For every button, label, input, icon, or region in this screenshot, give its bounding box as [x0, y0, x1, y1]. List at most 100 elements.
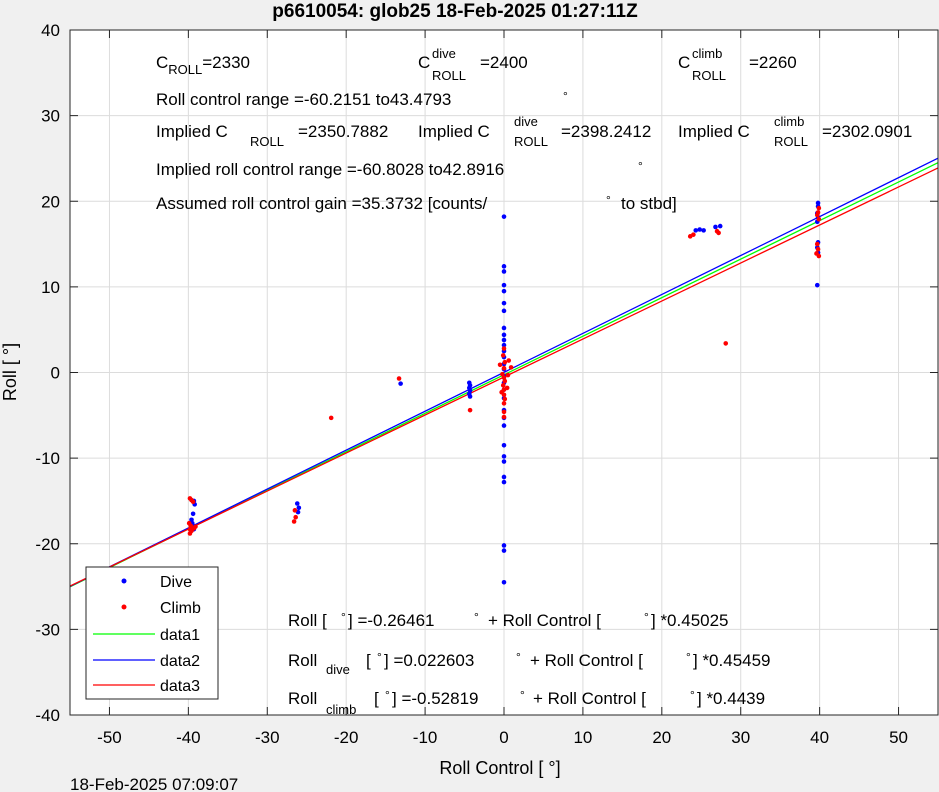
y-axis-label: Roll [ °]: [0, 343, 20, 401]
legend-climb-marker: [121, 604, 127, 610]
point-climb: [500, 371, 505, 377]
point-climb: [504, 385, 510, 391]
x-tick-label: 10: [573, 728, 592, 747]
point-dive: [467, 388, 473, 393]
point-climb: [188, 523, 194, 529]
point-dive: [501, 342, 507, 348]
legend-dive-marker: [121, 578, 127, 584]
degree-symbol: °: [377, 650, 382, 664]
point-dive: [501, 442, 507, 448]
fit-equation-dive-d: + Roll Control [: [530, 651, 643, 670]
legend-climb-label: Climb: [160, 600, 201, 617]
y-tick-label: -40: [35, 706, 60, 725]
y-tick-label: 0: [51, 364, 60, 383]
point-dive: [398, 381, 403, 386]
point-dive: [501, 474, 507, 480]
x-tick-label: 40: [810, 728, 829, 747]
point-dive: [294, 501, 300, 506]
y-tick-label: -30: [35, 620, 60, 639]
implied-c-roll-label: Implied C: [156, 122, 228, 141]
point-dive: [501, 288, 507, 294]
legend-data1-label: data1: [160, 627, 200, 644]
point-dive: [697, 227, 702, 232]
point-climb: [501, 409, 507, 415]
point-dive: [501, 479, 507, 485]
implied-c-roll-climb-label: Implied C: [678, 122, 750, 141]
point-dive: [501, 269, 507, 274]
x-tick-label: -30: [255, 728, 280, 747]
point-climb: [816, 205, 822, 211]
implied-roll-control-range: Implied roll control range =-60.8028 to4…: [156, 160, 504, 179]
c-roll-climb-value: =2260: [749, 53, 797, 72]
point-climb: [816, 253, 822, 259]
implied-c-roll-dive-sub: ROLL: [514, 134, 548, 149]
point-climb: [500, 353, 506, 358]
degree-symbol: °: [520, 688, 525, 702]
roll-control-gain: Assumed roll control gain =35.3732 [coun…: [156, 194, 488, 213]
point-dive: [501, 459, 507, 464]
point-climb: [191, 526, 197, 531]
point-climb: [291, 519, 297, 524]
c-roll-climb-sub: ROLL: [692, 68, 726, 83]
point-climb: [293, 514, 298, 520]
point-dive: [501, 548, 507, 553]
fit-line-data2: [69, 157, 939, 587]
x-tick-label: -50: [97, 728, 122, 747]
point-dive: [713, 224, 718, 230]
point-climb: [501, 375, 507, 380]
x-tick-label: 20: [652, 728, 671, 747]
data-points: [186, 200, 822, 585]
point-dive: [693, 228, 699, 233]
fit-equation-all-b: ] =-0.26461: [348, 611, 435, 630]
x-tick-label: -10: [413, 728, 438, 747]
implied-c-roll-climb-value: =2302.0901: [822, 122, 912, 141]
point-climb: [814, 212, 820, 218]
x-tick-label: 50: [889, 728, 908, 747]
point-dive: [814, 282, 820, 288]
implied-c-roll-dive-label: Implied C: [418, 122, 490, 141]
fit-equation-all-c: + Roll Control [: [488, 611, 601, 630]
implied-c-roll-dive-value: =2398.2412: [561, 122, 651, 141]
point-climb: [497, 362, 503, 368]
point-climb: [691, 232, 696, 237]
plot-frame: [69, 29, 939, 716]
point-dive: [501, 543, 507, 548]
point-dive: [501, 332, 507, 338]
legend-data2-label: data2: [160, 653, 200, 670]
fit-equation-climb-a: Roll: [288, 689, 317, 708]
point-climb: [501, 365, 507, 371]
point-climb: [499, 389, 504, 395]
point-climb: [328, 415, 334, 421]
fit-equation-dive-c: ] =0.022603: [384, 651, 474, 670]
point-climb: [505, 372, 511, 378]
degree-symbol: °: [385, 688, 390, 702]
degree-symbol: °: [341, 610, 346, 624]
point-climb: [816, 216, 822, 222]
legend-data3-label: data3: [160, 678, 200, 695]
point-climb: [500, 383, 506, 388]
c-roll-dive-sup: dive: [432, 46, 456, 61]
degree-symbol: °: [690, 688, 695, 702]
point-climb: [506, 358, 512, 363]
point-dive: [501, 454, 507, 459]
point-dive: [189, 517, 194, 523]
c-roll-dive-sub: ROLL: [432, 68, 466, 83]
y-tick-label: 20: [41, 192, 60, 211]
point-climb: [396, 376, 402, 381]
roll-control-range: Roll control range =-60.2151 to43.4793: [156, 90, 451, 109]
fit-equation-climb-d: + Roll Control [: [533, 689, 646, 708]
point-dive: [501, 337, 507, 343]
y-tick-label: 40: [41, 21, 60, 40]
point-dive: [501, 214, 507, 219]
implied-c-roll-dive-sup: dive: [514, 114, 538, 129]
point-dive: [190, 511, 196, 517]
point-dive: [501, 300, 507, 306]
y-tick-label: 30: [41, 107, 60, 126]
point-dive: [296, 505, 302, 511]
point-climb: [716, 230, 721, 236]
degree-symbol: °: [606, 193, 611, 207]
point-dive: [467, 394, 473, 399]
fit-equation-climb-c: ] =-0.52819: [392, 689, 479, 708]
fit-equation-dive-sub: dive: [326, 662, 350, 677]
